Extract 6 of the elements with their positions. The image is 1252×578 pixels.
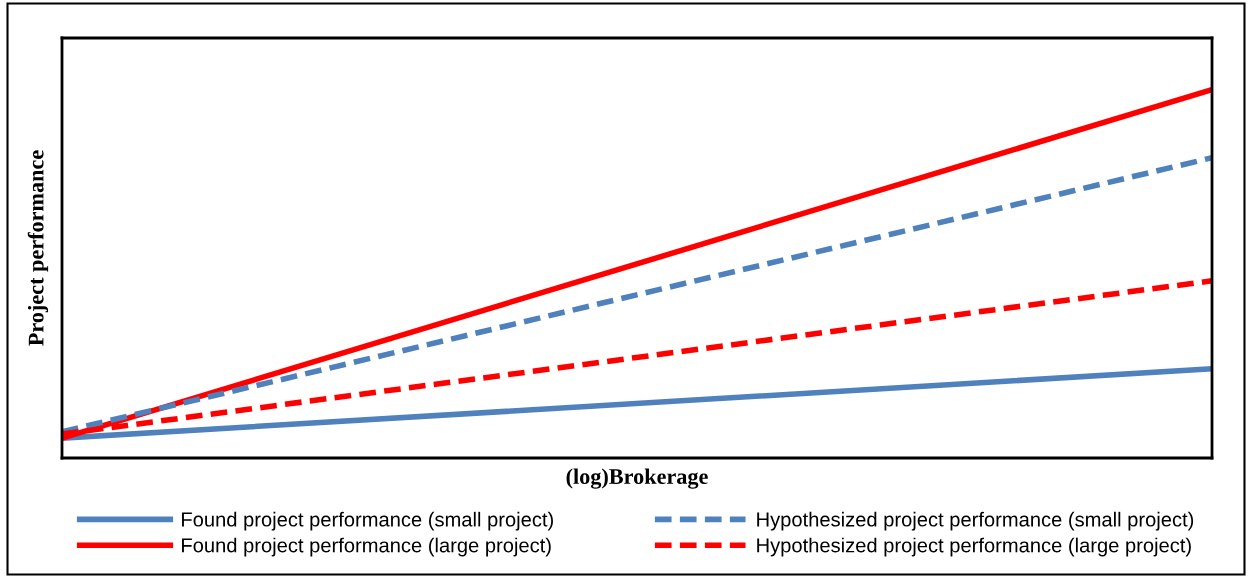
legend-label: Found project performance (small project) — [182, 511, 553, 531]
y-axis-title: Project performance — [27, 150, 49, 346]
x-axis-title: (log)Brokerage — [566, 468, 708, 489]
legend-label: Hypothesized project performance (large project) — [757, 537, 1191, 557]
legend-label: Hypothesized project performance (small project) — [757, 511, 1194, 531]
legend-label: Found project performance (large project) — [182, 537, 551, 557]
